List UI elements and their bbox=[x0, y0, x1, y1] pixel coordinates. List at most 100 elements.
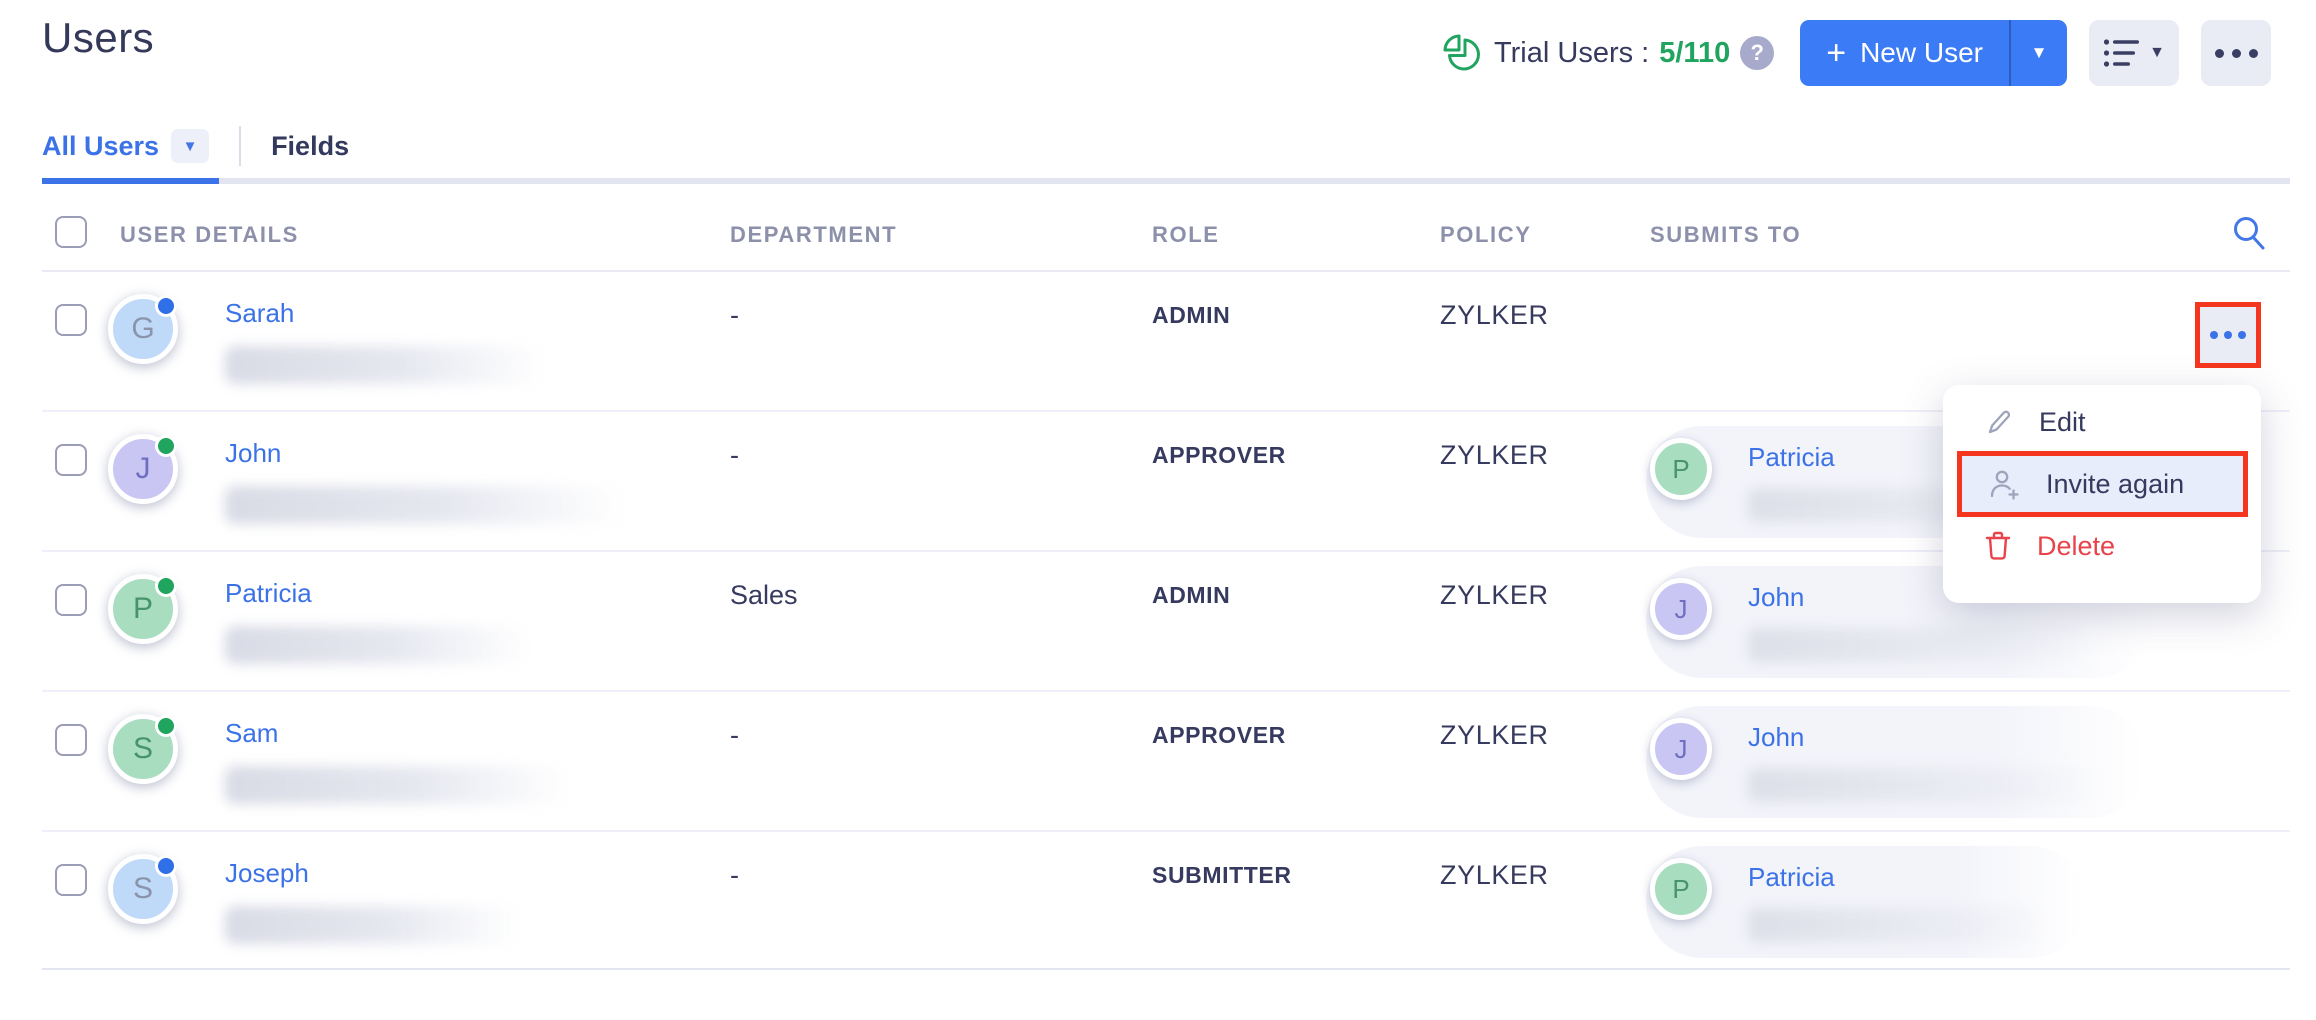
user-email-redacted bbox=[225, 346, 545, 384]
status-badge bbox=[155, 855, 177, 877]
submits-to-email-redacted bbox=[1748, 628, 2093, 662]
avatar: S bbox=[108, 854, 178, 924]
new-user-button-main[interactable]: + New User bbox=[1826, 34, 1983, 72]
button-divider bbox=[2009, 20, 2011, 86]
submits-to-email-redacted bbox=[1748, 768, 2093, 802]
header-actions: Trial Users : 5/110 ? + New User ▼ bbox=[1442, 20, 2271, 86]
row-checkbox[interactable] bbox=[55, 304, 87, 336]
tabs-bar: All Users ▼ Fields bbox=[42, 126, 349, 166]
role-cell: APPROVER bbox=[1152, 442, 1286, 468]
submits-to-avatar: J bbox=[1650, 578, 1712, 640]
role-cell: APPROVER bbox=[1152, 722, 1286, 748]
menu-item-invite-again[interactable]: Invite again bbox=[1957, 451, 2248, 517]
submits-to-email-redacted bbox=[1748, 908, 2048, 942]
policy-cell: ZYLKER bbox=[1440, 440, 1549, 470]
row-checkbox[interactable] bbox=[55, 444, 87, 476]
column-role: ROLE bbox=[1152, 222, 1220, 247]
row-context-menu: Edit Invite again Delete bbox=[1943, 385, 2261, 603]
select-all-checkbox[interactable] bbox=[55, 216, 87, 248]
row-checkbox[interactable] bbox=[55, 864, 87, 896]
tab-divider bbox=[239, 126, 242, 166]
user-email-redacted bbox=[225, 626, 530, 664]
user-name-link[interactable]: John bbox=[225, 438, 282, 468]
help-icon[interactable]: ? bbox=[1740, 36, 1775, 70]
row-checkbox[interactable] bbox=[55, 584, 87, 616]
column-submits-to: SUBMITS TO bbox=[1650, 222, 1802, 247]
avatar: P bbox=[108, 574, 178, 644]
new-user-dropdown-button[interactable]: ▼ bbox=[2011, 20, 2067, 86]
list-view-icon bbox=[2103, 39, 2140, 67]
tab-fields[interactable]: Fields bbox=[271, 130, 350, 161]
user-email-redacted bbox=[225, 906, 520, 944]
user-name-link[interactable]: Sarah bbox=[225, 298, 295, 328]
user-email-redacted bbox=[225, 766, 570, 804]
tab-all-users[interactable]: All Users bbox=[42, 130, 160, 161]
role-cell: SUBMITTER bbox=[1152, 862, 1292, 888]
avatar: S bbox=[108, 714, 178, 784]
table-row: S Sam - APPROVER ZYLKER J John bbox=[42, 692, 2290, 832]
new-user-button[interactable]: + New User ▼ bbox=[1800, 20, 2067, 86]
submits-to-name-link[interactable]: Patricia bbox=[1748, 862, 1835, 892]
status-badge bbox=[155, 715, 177, 737]
ellipsis-icon bbox=[2214, 48, 2258, 58]
submits-to-avatar: J bbox=[1650, 718, 1712, 780]
page-title: Users bbox=[42, 14, 155, 61]
tab-underline-active bbox=[42, 178, 219, 184]
submits-to-name-link[interactable]: John bbox=[1748, 582, 1805, 612]
chevron-down-icon: ▼ bbox=[182, 137, 198, 155]
trial-users-count: 5/110 bbox=[1659, 36, 1731, 69]
plus-icon: + bbox=[1826, 34, 1847, 72]
department-cell: Sales bbox=[730, 580, 798, 610]
column-department: DEPARTMENT bbox=[730, 222, 898, 247]
policy-cell: ZYLKER bbox=[1440, 300, 1549, 330]
ellipsis-icon bbox=[2210, 331, 2246, 339]
submits-to-name-link[interactable]: John bbox=[1748, 722, 1805, 752]
policy-cell: ZYLKER bbox=[1440, 860, 1549, 890]
department-cell: - bbox=[730, 440, 739, 470]
submits-to-name-link[interactable]: Patricia bbox=[1748, 442, 1835, 472]
status-badge bbox=[155, 575, 177, 597]
department-cell: - bbox=[730, 720, 739, 750]
user-name-link[interactable]: Patricia bbox=[225, 578, 312, 608]
department-cell: - bbox=[730, 860, 739, 890]
submits-to-avatar: P bbox=[1650, 438, 1712, 500]
avatar: J bbox=[108, 434, 178, 504]
search-icon bbox=[2234, 217, 2265, 250]
trial-users-label: Trial Users : bbox=[1494, 36, 1650, 69]
search-button[interactable] bbox=[2230, 214, 2270, 261]
policy-cell: ZYLKER bbox=[1440, 720, 1549, 750]
tab-underline-track bbox=[42, 178, 2290, 184]
user-name-link[interactable]: Sam bbox=[225, 718, 279, 748]
users-table-body: G Sarah - ADMIN ZYLKER J John - APPROVER… bbox=[42, 272, 2290, 970]
trash-icon bbox=[1985, 531, 2011, 560]
status-badge bbox=[155, 435, 177, 457]
edit-pencil-icon bbox=[1988, 410, 2011, 434]
status-badge bbox=[155, 295, 177, 317]
invite-user-icon bbox=[1990, 470, 2019, 500]
department-cell: - bbox=[730, 300, 739, 330]
user-name-link[interactable]: Joseph bbox=[225, 858, 309, 888]
avatar: G bbox=[108, 294, 178, 364]
chevron-down-icon: ▼ bbox=[2030, 43, 2048, 62]
pie-chart-icon bbox=[1443, 34, 1480, 71]
trial-users-indicator: Trial Users : 5/110 ? bbox=[1442, 33, 1775, 73]
role-cell: ADMIN bbox=[1152, 582, 1231, 608]
menu-item-edit[interactable]: Edit bbox=[1943, 395, 2261, 449]
view-options-button[interactable]: ▼ bbox=[2089, 20, 2179, 86]
column-user-details: USER DETAILS bbox=[120, 222, 299, 247]
chevron-down-icon: ▼ bbox=[2149, 44, 2165, 61]
annotation-box-ellipsis bbox=[2195, 302, 2261, 368]
submits-to-avatar: P bbox=[1650, 858, 1712, 920]
role-cell: ADMIN bbox=[1152, 302, 1231, 328]
table-row: G Sarah - ADMIN ZYLKER bbox=[42, 272, 2290, 412]
table-row: P Patricia Sales ADMIN ZYLKER J John bbox=[42, 552, 2290, 692]
policy-cell: ZYLKER bbox=[1440, 580, 1549, 610]
row-checkbox[interactable] bbox=[55, 724, 87, 756]
row-actions-button[interactable] bbox=[2200, 307, 2256, 363]
more-options-button[interactable] bbox=[2201, 20, 2271, 86]
table-header: USER DETAILS DEPARTMENT ROLE POLICY SUBM… bbox=[42, 196, 2290, 272]
menu-item-delete[interactable]: Delete bbox=[1943, 519, 2261, 573]
all-users-dropdown[interactable]: ▼ bbox=[171, 129, 210, 163]
column-policy: POLICY bbox=[1440, 222, 1532, 247]
